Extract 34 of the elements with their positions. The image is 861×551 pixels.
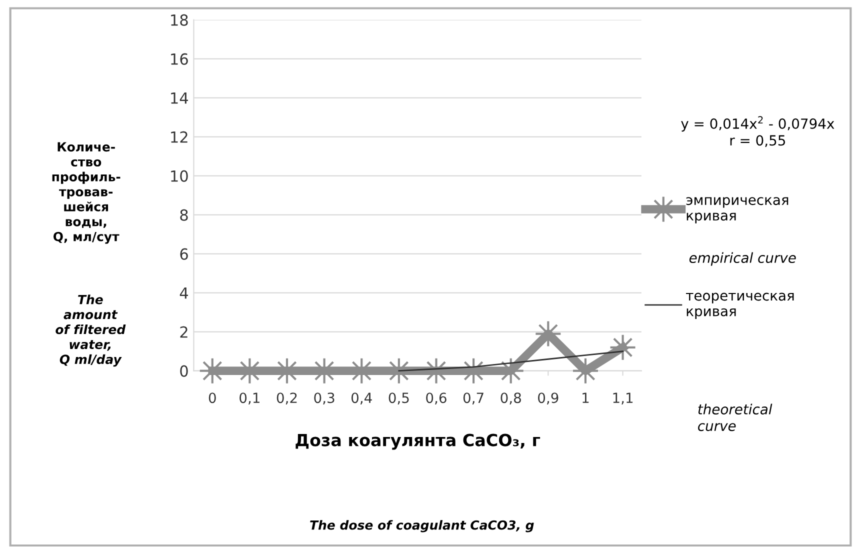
point	[609, 334, 636, 361]
y-tick-label: 10	[171, 170, 188, 182]
legend-label: теоретическая кривая	[686, 292, 794, 319]
y-tick-label: 6	[180, 248, 188, 260]
x-tick-label: 0,2	[276, 392, 297, 405]
point	[572, 357, 600, 384]
y-tick-label: 12	[171, 131, 188, 143]
y-tick-label: 8	[180, 209, 188, 221]
text: The amount of filtered water, Q ml/day	[56, 294, 126, 367]
y-tick-label: 2	[180, 326, 188, 338]
text: The dose of coagulant CaCO3, g	[310, 520, 534, 532]
x-tick-label: 1	[582, 392, 589, 403]
text: theoretical curve	[698, 404, 772, 432]
y-tick-label: 4	[180, 287, 188, 299]
x-tick-label: 0,8	[500, 392, 521, 405]
x-tick-label: 0,4	[351, 392, 372, 405]
legend-label: эмпирическая кривая	[686, 197, 788, 224]
x-tick-label: 1,1	[613, 392, 633, 405]
point	[534, 320, 562, 348]
y-tick-label: 18	[171, 14, 188, 26]
x-axis-title: Доза коагулянта CaCO₃, г	[296, 434, 540, 450]
x-tick-label: 0,9	[538, 392, 558, 405]
x-tick-label: 0,6	[426, 392, 446, 405]
text: y = 0,014x$^{2}$ - 0,0794x r = 0,55	[681, 116, 834, 148]
y-axis-title: Количе- ство профиль- тровав- шейся воды, Q, мл/сут	[52, 142, 120, 244]
x-tick-label: 0,5	[388, 392, 409, 405]
x-tick-label: 0,7	[463, 392, 484, 405]
x-tick-label: 0	[208, 392, 216, 404]
y-tick-label: 16	[171, 53, 188, 65]
y-tick-label: 0	[180, 365, 188, 377]
text: empirical curve	[689, 252, 796, 266]
x-tick-label: 0,1	[240, 392, 260, 405]
y-tick-label: 14	[171, 92, 188, 104]
x-tick-label: 0,3	[314, 392, 334, 405]
